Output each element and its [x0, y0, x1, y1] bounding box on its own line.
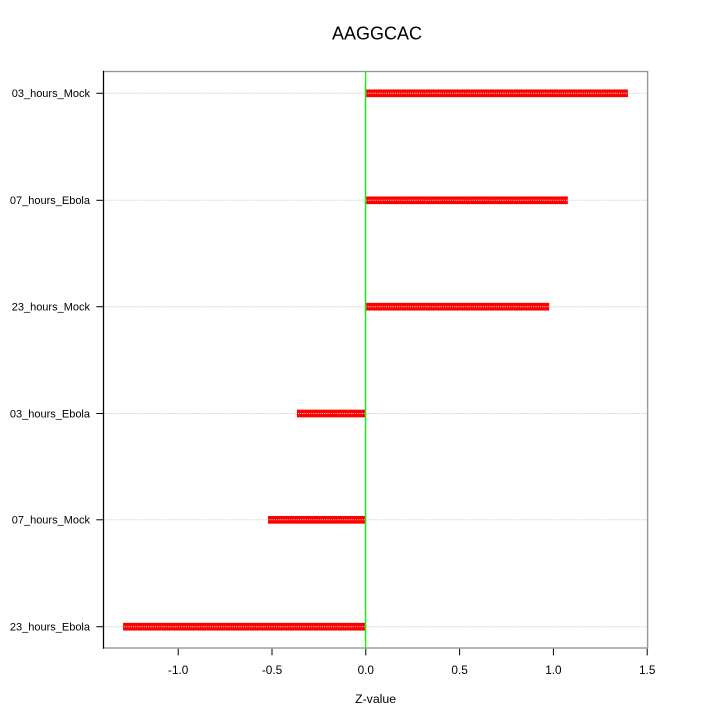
- svg-text:23_hours_Mock: 23_hours_Mock: [12, 302, 91, 314]
- svg-text:AAGGCAC: AAGGCAC: [332, 23, 422, 43]
- svg-text:Z-value: Z-value: [355, 692, 396, 706]
- svg-text:-1.0: -1.0: [168, 663, 189, 677]
- svg-text:-0.5: -0.5: [262, 663, 283, 677]
- svg-text:1.5: 1.5: [639, 663, 656, 677]
- svg-text:07_hours_Mock: 07_hours_Mock: [12, 515, 91, 527]
- svg-text:0.5: 0.5: [451, 663, 468, 677]
- svg-text:03_hours_Ebola: 03_hours_Ebola: [10, 408, 91, 420]
- svg-text:1.0: 1.0: [545, 663, 562, 677]
- svg-text:23_hours_Ebola: 23_hours_Ebola: [10, 622, 91, 634]
- svg-text:07_hours_Ebola: 07_hours_Ebola: [10, 195, 91, 207]
- svg-text:0.0: 0.0: [358, 663, 375, 677]
- svg-text:03_hours_Mock: 03_hours_Mock: [12, 88, 91, 100]
